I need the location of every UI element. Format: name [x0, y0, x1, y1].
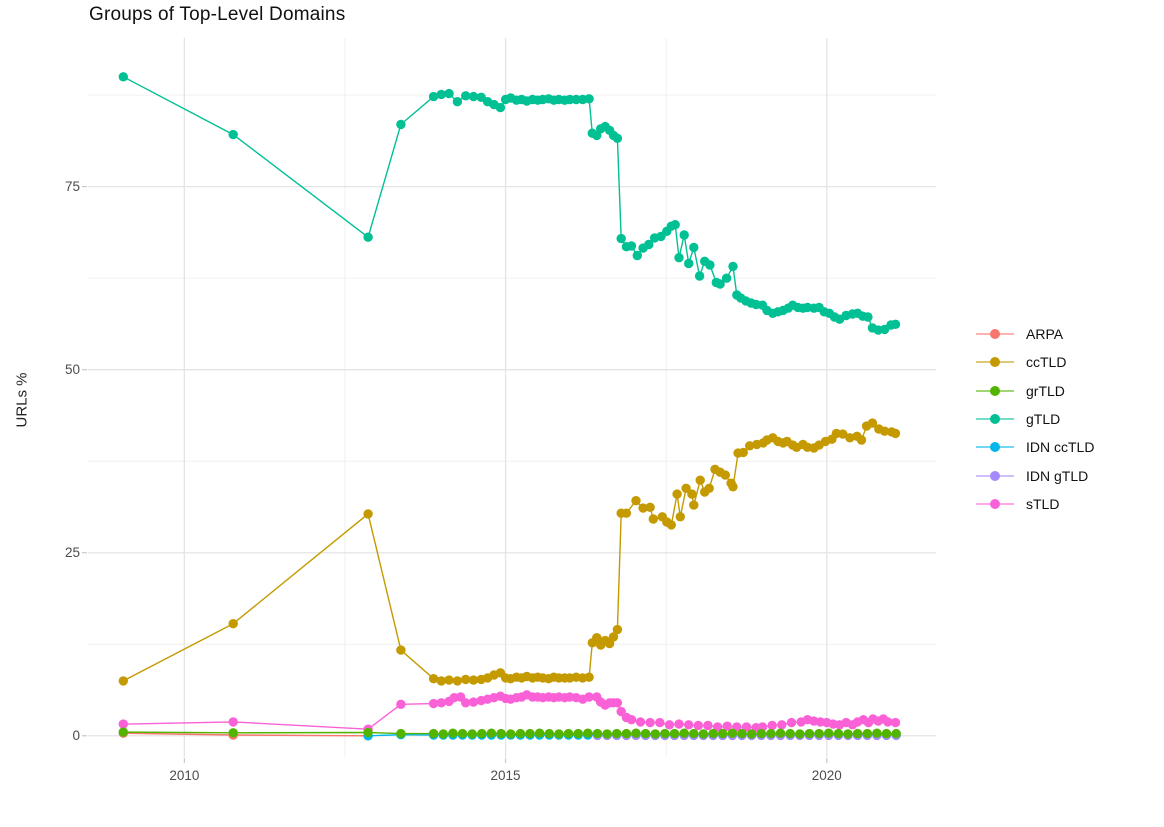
legend-item-grtld: grTLD — [976, 377, 1094, 405]
y-tick-label: 25 — [64, 544, 80, 560]
legend-key-swatch — [976, 413, 1014, 425]
legend-item-idn-gtld: IDN gTLD — [976, 461, 1094, 489]
legend-label: ccTLD — [1026, 354, 1067, 371]
y-tick-label: 75 — [64, 178, 80, 194]
legend-item-arpa: ARPA — [976, 320, 1094, 348]
series-cctld — [118, 418, 901, 686]
legend-label: ARPA — [1026, 326, 1064, 343]
legend-key-swatch — [976, 385, 1014, 397]
legend-label: IDN gTLD — [1026, 467, 1089, 484]
legend-key-swatch — [976, 328, 1014, 340]
x-tick-label: 2010 — [169, 768, 200, 783]
legend-item-gtld: gTLD — [976, 405, 1094, 433]
legend-label: gTLD — [1026, 411, 1061, 428]
legend-item-cctld: ccTLD — [976, 348, 1094, 376]
x-tick-label: 2015 — [490, 768, 521, 783]
legend-label: IDN ccTLD — [1026, 439, 1095, 456]
grid-minor — [88, 38, 936, 757]
axis-ticks — [82, 186, 828, 763]
legend-key-swatch — [976, 356, 1014, 368]
series-gtld — [118, 72, 901, 335]
legend-key-swatch — [976, 441, 1014, 453]
y-tick-label: 0 — [72, 727, 80, 743]
legend-item-idn-cctld: IDN ccTLD — [976, 433, 1094, 461]
chart-title: Groups of Top-Level Domains — [89, 4, 346, 25]
x-tick-label: 2020 — [811, 768, 842, 783]
grid-major — [88, 38, 936, 757]
series-grtld — [118, 727, 901, 739]
legend-item-stld: sTLD — [976, 490, 1094, 518]
series-arpa — [118, 728, 373, 741]
legend-key-swatch — [976, 470, 1014, 482]
legend: ARPA ccTLD grTLD gTLD IDN ccTLD IDN gTLD… — [976, 320, 1094, 518]
y-tick-label: 50 — [64, 361, 80, 377]
legend-label: grTLD — [1026, 382, 1065, 399]
series-stld — [118, 690, 901, 734]
legend-key-swatch — [976, 498, 1014, 510]
legend-label: sTLD — [1026, 495, 1060, 512]
